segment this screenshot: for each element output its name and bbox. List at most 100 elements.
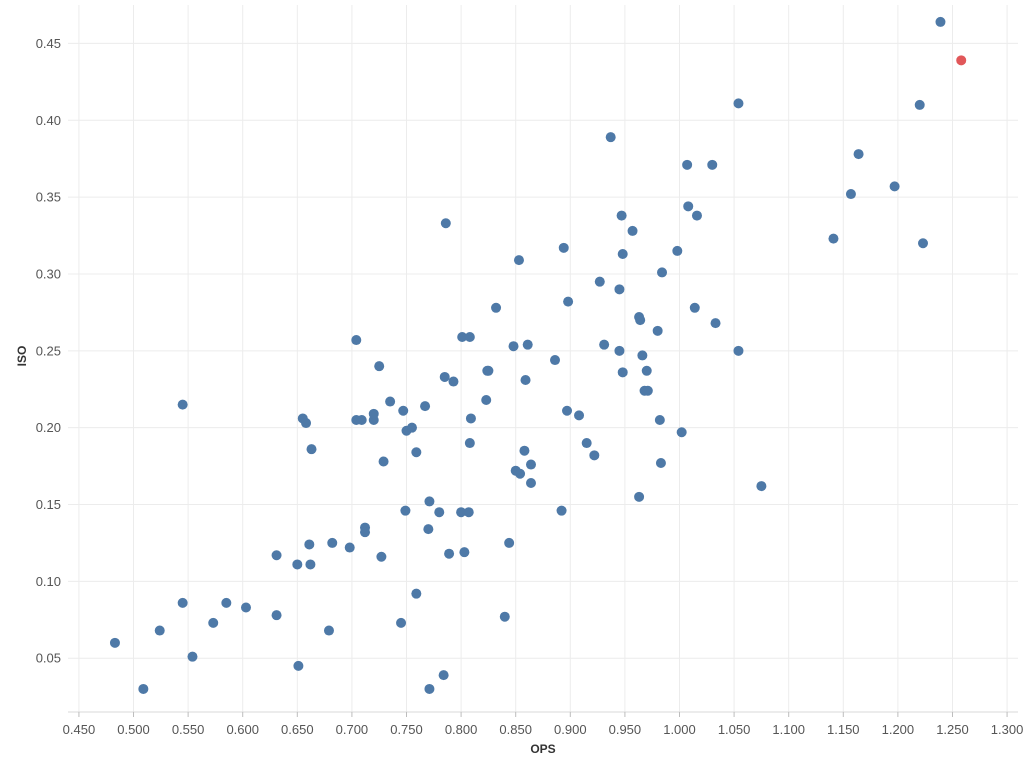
data-point[interactable] <box>519 445 530 456</box>
data-point[interactable] <box>385 396 396 407</box>
data-point[interactable] <box>411 588 422 599</box>
data-point[interactable] <box>208 617 219 628</box>
data-point[interactable] <box>562 405 573 416</box>
data-point[interactable] <box>676 427 687 438</box>
data-point[interactable] <box>376 551 387 562</box>
data-point[interactable] <box>599 339 610 350</box>
data-point[interactable] <box>271 610 282 621</box>
data-point[interactable] <box>304 539 315 550</box>
data-point[interactable] <box>520 375 531 386</box>
data-point[interactable] <box>424 683 435 694</box>
data-point[interactable] <box>828 233 839 244</box>
data-point[interactable] <box>652 325 663 336</box>
data-point[interactable] <box>853 149 864 160</box>
data-point[interactable] <box>499 611 510 622</box>
data-point[interactable] <box>682 159 693 170</box>
data-point[interactable] <box>293 660 304 671</box>
data-point[interactable] <box>614 345 625 356</box>
data-point[interactable] <box>756 481 767 492</box>
data-point[interactable] <box>456 507 467 518</box>
data-point[interactable] <box>464 438 475 449</box>
data-point[interactable] <box>444 548 455 559</box>
data-point[interactable] <box>187 651 198 662</box>
data-point[interactable] <box>154 625 165 636</box>
data-point[interactable] <box>574 410 585 421</box>
data-point[interactable] <box>657 267 668 278</box>
data-point[interactable] <box>368 408 379 419</box>
data-point[interactable] <box>398 405 409 416</box>
data-point[interactable] <box>637 350 648 361</box>
data-point[interactable] <box>710 318 721 329</box>
data-point[interactable] <box>463 507 474 518</box>
data-point[interactable] <box>642 385 653 396</box>
data-point[interactable] <box>438 670 449 681</box>
data-point[interactable] <box>589 450 600 461</box>
data-point[interactable] <box>423 524 434 535</box>
data-point[interactable] <box>457 331 468 342</box>
data-point[interactable] <box>448 376 459 387</box>
data-point[interactable] <box>635 315 646 326</box>
data-point[interactable] <box>306 444 317 455</box>
data-point[interactable] <box>914 99 925 110</box>
data-point[interactable] <box>558 242 569 253</box>
data-point[interactable] <box>513 255 524 266</box>
data-point[interactable] <box>655 458 666 469</box>
data-point[interactable] <box>483 365 494 376</box>
data-point[interactable] <box>344 542 355 553</box>
data-point[interactable] <box>634 491 645 502</box>
data-point[interactable] <box>733 345 744 356</box>
data-point[interactable] <box>672 245 683 256</box>
data-point[interactable] <box>434 507 445 518</box>
data-point[interactable] <box>411 447 422 458</box>
data-point[interactable] <box>733 98 744 109</box>
data-point[interactable] <box>594 276 605 287</box>
data-point[interactable] <box>327 537 338 548</box>
data-point[interactable] <box>616 210 627 221</box>
data-point[interactable] <box>464 331 475 342</box>
data-point[interactable] <box>707 159 718 170</box>
data-point[interactable] <box>305 559 316 570</box>
data-point[interactable] <box>109 637 120 648</box>
data-point[interactable] <box>459 547 470 558</box>
data-point[interactable] <box>605 132 616 143</box>
data-point[interactable] <box>374 361 385 372</box>
data-point[interactable] <box>491 302 502 313</box>
data-point[interactable] <box>504 537 515 548</box>
data-point[interactable] <box>617 248 628 259</box>
data-point[interactable] <box>351 335 362 346</box>
data-point[interactable] <box>420 401 431 412</box>
data-point[interactable] <box>689 302 700 313</box>
data-point[interactable] <box>138 683 149 694</box>
data-point[interactable] <box>177 399 188 410</box>
data-point[interactable] <box>465 413 476 424</box>
data-point[interactable] <box>424 496 435 507</box>
data-point[interactable] <box>356 414 367 425</box>
data-point[interactable] <box>691 210 702 221</box>
data-point[interactable] <box>360 527 371 538</box>
data-point[interactable] <box>481 394 492 405</box>
data-point[interactable] <box>525 477 536 488</box>
data-point[interactable] <box>292 559 303 570</box>
data-point[interactable] <box>396 617 407 628</box>
data-point[interactable] <box>550 355 561 366</box>
data-point[interactable] <box>323 625 334 636</box>
data-point[interactable] <box>845 189 856 200</box>
data-point[interactable] <box>400 505 411 516</box>
data-point[interactable] <box>654 414 665 425</box>
data-point[interactable] <box>522 339 533 350</box>
data-point[interactable] <box>378 456 389 467</box>
data-point[interactable] <box>683 201 694 212</box>
data-point[interactable] <box>439 371 450 382</box>
data-point[interactable] <box>556 505 567 516</box>
data-point[interactable] <box>240 602 251 613</box>
data-point[interactable] <box>889 181 900 192</box>
data-point[interactable] <box>563 296 574 307</box>
data-point[interactable] <box>581 438 592 449</box>
data-point[interactable] <box>271 550 282 561</box>
data-point[interactable] <box>221 597 232 608</box>
data-point[interactable] <box>918 238 928 249</box>
data-point[interactable] <box>406 422 417 433</box>
data-point[interactable] <box>935 16 946 27</box>
data-point[interactable] <box>508 341 519 352</box>
data-point[interactable] <box>641 365 652 376</box>
